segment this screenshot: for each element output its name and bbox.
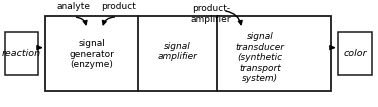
Text: signal
amplifier: signal amplifier — [158, 42, 198, 61]
FancyBboxPatch shape — [5, 32, 38, 75]
Text: analyte: analyte — [57, 2, 91, 11]
Text: color: color — [343, 49, 367, 58]
Text: product-
amplifier: product- amplifier — [191, 4, 231, 24]
Text: reaction: reaction — [2, 49, 41, 58]
Text: signal
transducer
(synthetic
transport
system): signal transducer (synthetic transport s… — [235, 33, 285, 83]
Text: product: product — [101, 2, 136, 11]
FancyBboxPatch shape — [338, 32, 372, 75]
Text: signal
generator
(enzyme): signal generator (enzyme) — [69, 39, 114, 69]
FancyBboxPatch shape — [45, 16, 331, 91]
